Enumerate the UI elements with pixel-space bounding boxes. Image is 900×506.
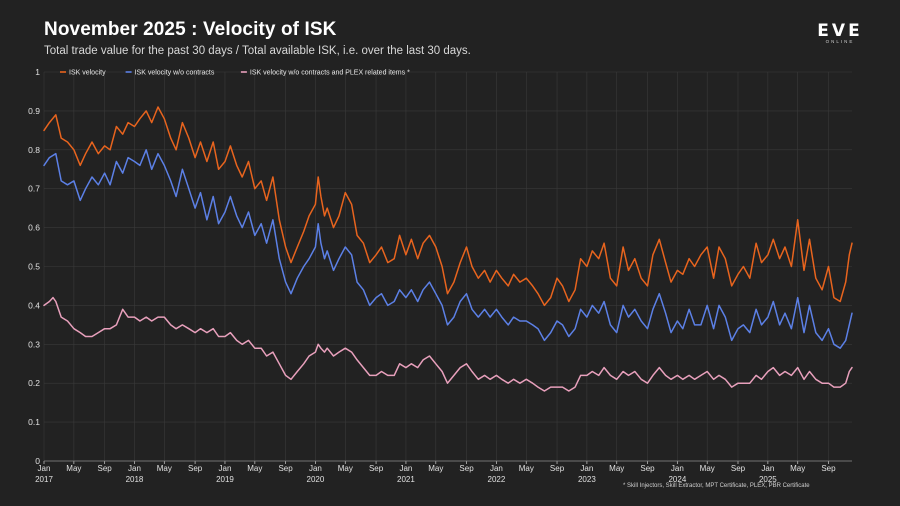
series-lines — [43, 106, 853, 392]
legend: ISK velocity ISK velocity w/o contracts IS… — [60, 70, 410, 77]
x-tick-label: May — [700, 464, 715, 473]
x-tick-label: Sep — [188, 464, 203, 473]
footnote: * Skill Injectors, Skill Extractor, MPT … — [623, 483, 810, 489]
chart-subtitle: Total trade value for the past 30 days /… — [44, 45, 471, 57]
x-tick-label: Jan — [671, 464, 684, 473]
legend-label: ISK velocity w/o contracts — [135, 70, 215, 77]
y-tick-label: 0.7 — [28, 184, 40, 194]
x-tick-label: May — [790, 464, 805, 473]
grid-lines — [43, 71, 852, 462]
y-tick-label: 0.6 — [28, 223, 40, 233]
x-year-label: 2019 — [216, 475, 234, 484]
chart-title: November 2025 : Velocity of ISK — [44, 19, 337, 40]
x-year-label: 2017 — [35, 475, 53, 484]
x-year-label: 2025 — [759, 475, 777, 484]
eve-online-logo: EVE ONLINE — [810, 21, 870, 44]
y-tick-label: 0.2 — [28, 378, 40, 388]
x-tick-label: Sep — [821, 464, 836, 473]
y-tick-label: 0.3 — [28, 339, 40, 349]
x-tick-label: May — [519, 464, 534, 473]
legend-label: ISK velocity — [69, 70, 106, 77]
x-tick-label: Jan — [399, 464, 412, 473]
x-tick-label: Jan — [490, 464, 503, 473]
legend-label: ISK velocity w/o contracts and PLEX rela… — [250, 70, 410, 77]
series-line-3 — [43, 296, 853, 392]
x-tick-label: Sep — [550, 464, 565, 473]
x-tick-label: May — [428, 464, 443, 473]
y-tick-label: 0.4 — [28, 300, 40, 310]
x-tick-label: Jan — [580, 464, 593, 473]
x-year-label: 2020 — [307, 475, 325, 484]
x-tick-label: Sep — [369, 464, 384, 473]
x-tick-label: Sep — [278, 464, 293, 473]
series-line-1 — [43, 106, 853, 307]
x-year-label: 2018 — [126, 475, 144, 484]
x-tick-label: Sep — [459, 464, 474, 473]
x-tick-label: Jan — [128, 464, 141, 473]
logo-subtext: ONLINE — [825, 39, 855, 44]
axis-labels: 0 0.1 0.2 0.3 0.4 0.5 0.6 0.7 0.8 0.9 1 Jan 2017 May S… — [28, 67, 852, 484]
y-tick-label: 0.8 — [28, 145, 40, 155]
x-year-label: 2023 — [578, 475, 596, 484]
x-tick-label: Jan — [38, 464, 51, 473]
x-year-label: 2024 — [668, 475, 686, 484]
x-tick-label: Sep — [731, 464, 746, 473]
x-tick-label: May — [157, 464, 172, 473]
series-line-2 — [43, 149, 853, 349]
y-tick-label: 0 — [35, 456, 40, 466]
x-tick-label: Jan — [309, 464, 322, 473]
y-tick-label: 0.5 — [28, 262, 40, 272]
y-tick-label: 1 — [35, 67, 40, 77]
x-year-label: 2022 — [488, 475, 506, 484]
x-tick-label: May — [66, 464, 81, 473]
y-tick-label: 0.1 — [28, 417, 40, 427]
x-tick-label: Sep — [640, 464, 655, 473]
x-tick-label: May — [609, 464, 624, 473]
y-tick-label: 0.9 — [28, 106, 40, 116]
x-tick-label: Jan — [219, 464, 232, 473]
x-tick-label: May — [247, 464, 262, 473]
x-tick-label: Jan — [761, 464, 774, 473]
x-tick-label: Sep — [98, 464, 113, 473]
x-tick-label: May — [338, 464, 353, 473]
x-year-label: 2021 — [397, 475, 415, 484]
logo-wordmark: EVE — [817, 21, 863, 41]
